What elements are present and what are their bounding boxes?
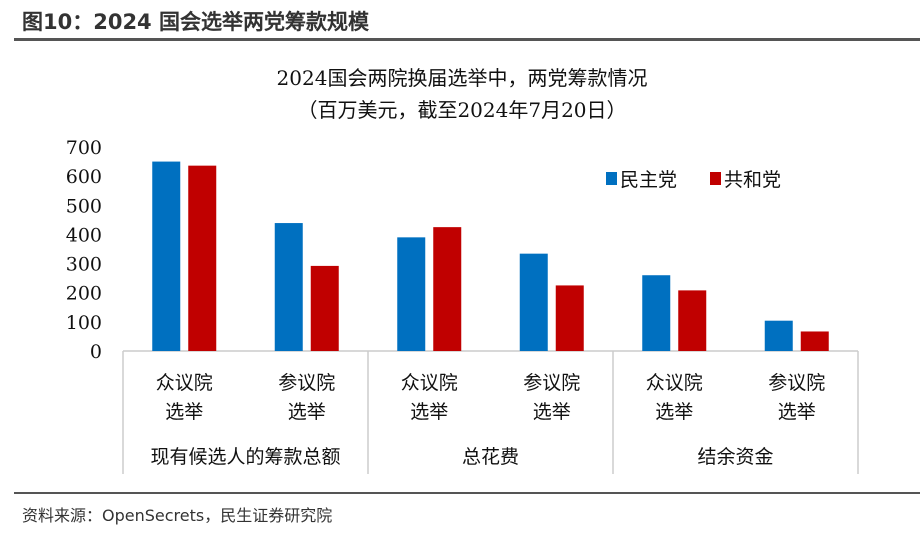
bar-democrat [764,320,793,351]
group-label: 现有候选人的筹款总额 [150,446,340,468]
chart-title: 2024国会两院换届选举中，两党筹款情况 [277,66,648,90]
y-tick-label: 700 [66,137,102,159]
category-label: 选举 [288,401,326,423]
group-label: 结余资金 [697,446,773,468]
bar-democrat [274,223,303,351]
category-label: 众议院 [401,372,458,394]
legend-label: 共和党 [724,169,781,191]
category-label: 选举 [778,401,816,423]
y-tick-label: 600 [66,166,102,188]
category-label: 选举 [165,401,203,423]
bar-republican [433,227,462,351]
y-tick-label: 400 [66,224,102,246]
category-label: 选举 [410,401,448,423]
legend-swatch [606,172,617,185]
bar-democrat [642,275,671,351]
bar-democrat [397,237,426,351]
y-tick-label: 200 [66,283,102,305]
bar-republican [678,290,707,351]
y-tick-label: 0 [90,341,102,363]
legend-label: 民主党 [620,169,677,191]
bar-republican [310,265,339,351]
category-label: 众议院 [156,372,213,394]
group-label: 总花费 [462,446,519,468]
category-label: 参议院 [768,372,825,394]
bar-republican [188,165,217,351]
category-label: 选举 [655,401,693,423]
bar-democrat [152,161,181,351]
category-label: 选举 [533,401,571,423]
bar-republican [800,331,829,351]
bar-republican [555,285,584,351]
category-label: 参议院 [278,372,335,394]
y-tick-label: 500 [66,195,102,217]
bottom-rule [14,492,920,494]
y-tick-label: 300 [66,254,102,276]
category-label: 众议院 [646,372,703,394]
source-note: 资料来源：OpenSecrets，民生证券研究院 [22,506,333,525]
category-label: 参议院 [523,372,580,394]
top-rule [14,38,920,41]
legend-swatch [710,172,721,185]
bar-democrat [519,253,548,351]
y-tick-label: 100 [66,312,102,334]
chart-subtitle: （百万美元，截至2024年7月20日） [297,98,626,122]
figure-title: 图10：2024 国会选举两党筹款规模 [22,10,369,34]
